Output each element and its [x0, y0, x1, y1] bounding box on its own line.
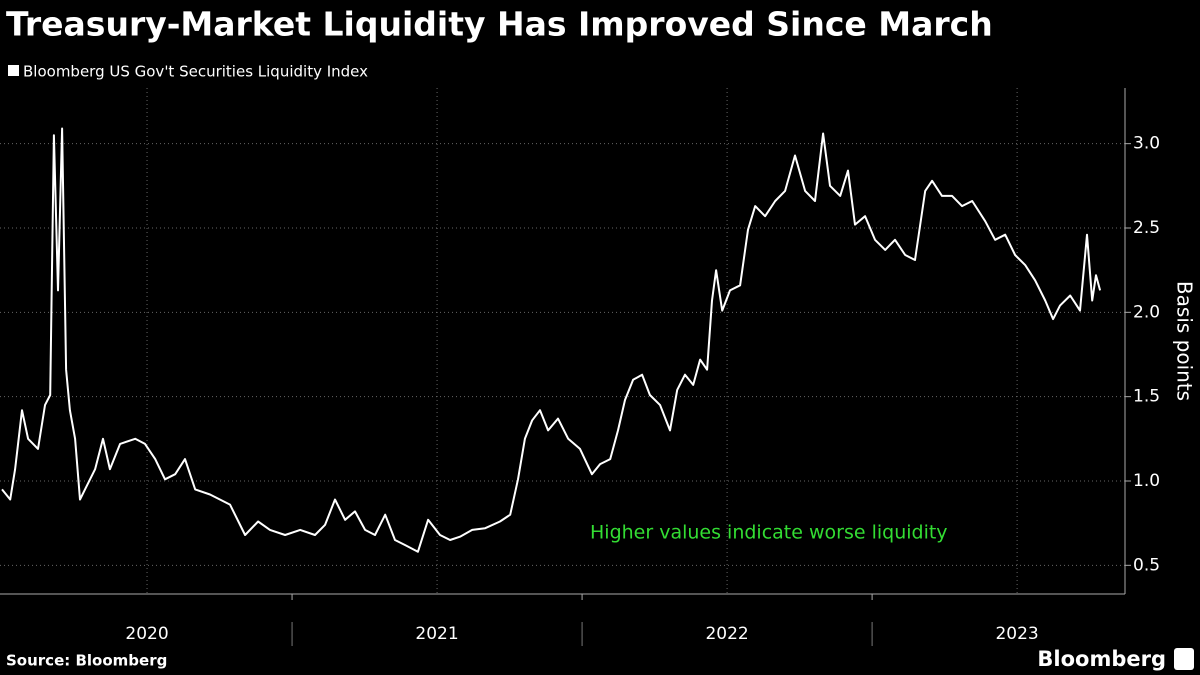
x-tick-label: 2022: [705, 624, 748, 644]
chart-title: Treasury-Market Liquidity Has Improved S…: [6, 5, 993, 44]
y-tick-label: 2.5: [1133, 218, 1160, 238]
x-tick-label: 2020: [125, 624, 168, 644]
legend-swatch: [8, 65, 19, 76]
y-axis-label: Basis points: [1173, 281, 1197, 401]
x-tick-label: 2021: [415, 624, 458, 644]
source: Source: Bloomberg: [6, 652, 167, 670]
y-tick-label: 2.0: [1133, 302, 1160, 322]
y-tick-label: 3.0: [1133, 134, 1160, 154]
legend-label: Bloomberg US Gov't Securities Liquidity …: [23, 63, 368, 81]
y-tick-label: 0.5: [1133, 555, 1160, 575]
x-tick-label: 2023: [995, 624, 1038, 644]
series-line: [1, 127, 1102, 553]
y-tick-label: 1.5: [1133, 387, 1160, 407]
brand: Bloomberg: [1037, 647, 1166, 671]
annotation: Higher values indicate worse liquidity: [590, 522, 948, 544]
y-tick-label: 1.0: [1133, 471, 1160, 491]
brand-icon: [1174, 648, 1194, 670]
